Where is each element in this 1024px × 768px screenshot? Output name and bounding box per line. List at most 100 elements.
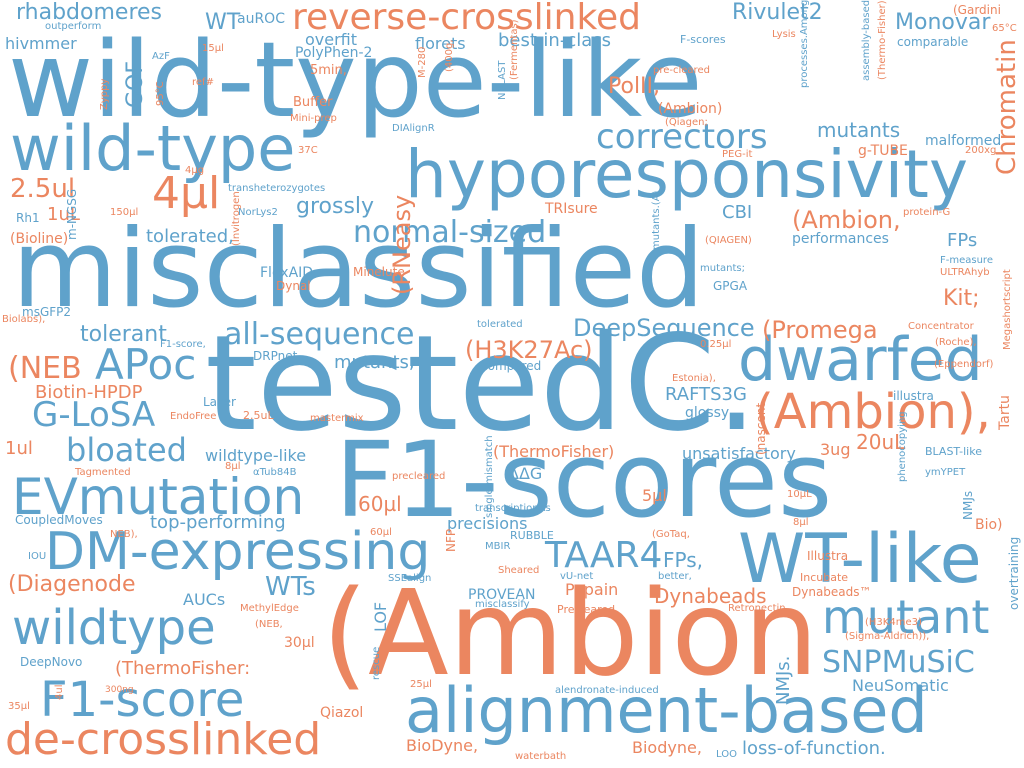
word: protein-G <box>903 207 951 218</box>
word: msGFP2 <box>22 305 72 319</box>
word: PROVEAN <box>468 587 536 603</box>
word: precleared <box>392 471 446 482</box>
word: FlexAID <box>260 265 314 281</box>
word: (Ambion) <box>658 101 723 117</box>
word: rhabdomeres <box>16 0 162 25</box>
word: 10µL <box>787 489 812 500</box>
word: mutant <box>822 590 990 644</box>
word: F1-scores <box>335 419 833 541</box>
word: Sheared <box>498 565 540 576</box>
word: LOF <box>371 601 390 632</box>
word: correctors <box>596 117 768 157</box>
word: APoc <box>95 340 197 389</box>
word: F1-score, <box>160 339 206 350</box>
word: 0.25µl <box>700 339 732 350</box>
word: transheterozygotes <box>228 183 326 194</box>
word: (Ambion <box>322 564 819 702</box>
word: (Ambion), <box>755 384 991 440</box>
word: (Bioline) <box>10 231 69 247</box>
word: ref# <box>192 77 214 88</box>
word: NorLys2 <box>238 207 278 218</box>
word: comparable <box>897 35 969 49</box>
word: AzF <box>152 51 170 62</box>
word: CoupledMoves <box>15 513 103 527</box>
word: mutants; <box>700 263 745 274</box>
word: best-in-class <box>498 30 612 51</box>
word: (Ambion, <box>792 206 901 234</box>
word: (Sigma-Aldrich)), <box>845 631 930 642</box>
word: 2.5ul <box>10 174 76 204</box>
word: tolerated <box>477 319 523 330</box>
word: (GoTaq, <box>652 529 690 540</box>
word: Concentrator <box>908 321 974 332</box>
word: TAAR4 <box>545 535 663 576</box>
word: Biotin-HPDP <box>35 382 143 403</box>
word: misclassify <box>475 599 530 610</box>
word: malformed <box>925 133 1002 149</box>
word: (Promega <box>762 316 878 344</box>
word: Incubate <box>800 571 849 584</box>
word: 5min, <box>310 63 347 78</box>
word: Mini-prep <box>290 113 337 124</box>
word: αTub84B <box>253 467 297 478</box>
word: 8µl <box>793 517 809 528</box>
word: NEB), <box>110 529 138 540</box>
word: Biolabs), <box>2 314 46 325</box>
word: all-sequence <box>224 317 415 352</box>
word: better, <box>658 571 692 582</box>
word: unsatisfactory <box>682 444 796 463</box>
word: Dynabeads™ <box>792 585 872 599</box>
word: wild-type-like <box>8 19 703 141</box>
word: MethylEdge <box>240 603 299 614</box>
word: precisions <box>447 514 528 533</box>
word: normal-sized <box>353 215 547 250</box>
word: 95°C <box>155 81 166 106</box>
word: DeepSequence <box>573 314 755 342</box>
word: loss-of-function. <box>742 738 886 759</box>
word: wildtype-like <box>205 446 307 465</box>
word: AUCs <box>183 590 226 609</box>
word: 60µl <box>370 527 392 538</box>
word: EndoFree <box>170 411 217 422</box>
word: pre-cleared <box>653 65 710 76</box>
word: grossly <box>296 194 375 219</box>
word: illustra <box>893 389 934 403</box>
word: single-mismatch <box>484 435 495 518</box>
word: 300ng <box>105 685 134 695</box>
word: NBLAST <box>497 60 508 100</box>
word: tolerated, <box>146 226 234 247</box>
word: GPGA <box>713 279 748 293</box>
word: compared <box>481 359 542 373</box>
word: CBI <box>722 202 753 223</box>
word: Biodyne, <box>632 738 702 757</box>
word: (RNeasy <box>388 194 416 295</box>
word: NMJs. <box>773 655 794 705</box>
word: BLAST-like <box>925 445 982 458</box>
word: testedC. <box>205 307 758 461</box>
word: Lysis <box>772 29 796 40</box>
word: 65°C <box>992 23 1017 34</box>
word: 5µl <box>642 486 667 505</box>
word: florets <box>415 34 466 53</box>
word: g-TUBE <box>858 143 908 159</box>
word: 4µg <box>185 165 205 176</box>
word: DRPnet <box>253 349 298 363</box>
word: mutants <box>817 118 901 142</box>
word: (Diagenode <box>8 572 136 597</box>
word: 3ug <box>820 440 851 459</box>
word: DeepNovo <box>20 655 83 669</box>
word: (Eppendorf) <box>934 359 994 370</box>
word: reverse-crosslinked <box>292 0 642 38</box>
word: 60µl <box>358 492 402 516</box>
word: glossy <box>685 405 730 421</box>
word: WTs <box>265 572 316 602</box>
word: PolII, <box>608 74 661 99</box>
word: alendronate-induced <box>555 685 659 696</box>
word: Megashortscript <box>1002 269 1013 350</box>
word: misclassified <box>12 207 705 332</box>
word: G-LoSA <box>32 395 156 435</box>
word: PolyPhen-2 <box>295 45 373 61</box>
word: 1uL <box>47 204 80 225</box>
word: NMJs <box>961 490 975 520</box>
